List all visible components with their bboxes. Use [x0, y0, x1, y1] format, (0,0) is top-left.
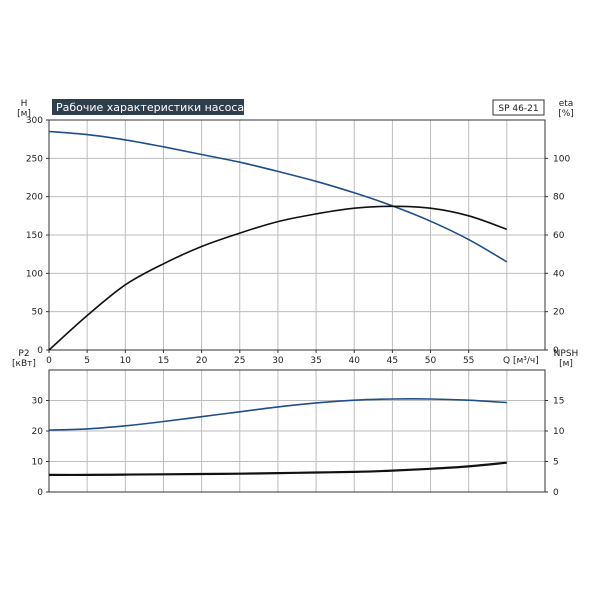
bottom-left-axis-unit: [кВт] [12, 359, 36, 369]
top-right-axis-label: eta [559, 99, 574, 109]
top-left-axis-label: H [21, 99, 28, 109]
top-right-axis-unit: [%] [558, 109, 574, 119]
bottom-left-tick-label: 20 [32, 427, 44, 437]
bottom-series-0-line [48, 398, 507, 431]
top-left-tick-label: 0 [37, 346, 43, 356]
bottom-left-axis-label: P2 [18, 349, 29, 359]
model-label-box [492, 99, 545, 116]
title-box [52, 99, 244, 115]
top-x-tick-label: 0 [46, 356, 52, 366]
top-right-tick-label: 40 [553, 269, 565, 279]
top-x-tick-label: 55 [463, 356, 474, 366]
chart-title: Рабочие характеристики насоса [56, 101, 244, 114]
top-series-1-line [48, 205, 508, 351]
model-label: SP 46-21 [498, 104, 538, 114]
bottom-right-axis-label: NPSH [554, 349, 579, 359]
top-x-tick-label: 35 [310, 356, 321, 366]
top-x-tick-label: 20 [196, 356, 208, 366]
top-x-tick-label: 30 [272, 356, 284, 366]
bottom-right-tick-label: 0 [553, 488, 559, 498]
top-x-tick-label: 10 [120, 356, 132, 366]
top-series-0-line [48, 130, 508, 263]
top-left-tick-label: 100 [26, 269, 43, 279]
top-right-tick-label: 0 [553, 346, 559, 356]
bottom-right-tick-label: 5 [553, 458, 559, 468]
top-right-tick-label: 80 [553, 193, 565, 203]
top-x-tick-label: 45 [387, 356, 398, 366]
bottom-left-tick-label: 30 [32, 397, 44, 407]
bottom-right-tick-label: 15 [553, 397, 564, 407]
top-right-tick-label: 60 [553, 231, 565, 241]
top-right-tick-label: 20 [553, 308, 565, 318]
top-x-tick-label: 25 [234, 356, 245, 366]
top-left-tick-label: 300 [26, 116, 43, 126]
bottom-right-tick-label: 10 [553, 427, 565, 437]
top-left-tick-label: 200 [26, 193, 43, 203]
bottom-series-1-line [48, 461, 507, 477]
top-x-tick-label: 40 [349, 356, 361, 366]
top-x-tick-label: 15 [158, 356, 169, 366]
top-x-axis-label: Q [м³/ч] [503, 356, 539, 366]
top-left-axis-unit: [м] [17, 109, 31, 119]
bottom-right-axis-unit: [м] [559, 359, 573, 369]
top-left-tick-label: 150 [26, 231, 43, 241]
top-left-tick-label: 50 [32, 308, 44, 318]
top-x-tick-label: 5 [84, 356, 90, 366]
top-x-tick-label: 50 [425, 356, 437, 366]
bottom-left-tick-label: 0 [37, 488, 43, 498]
bottom-left-tick-label: 10 [32, 458, 44, 468]
top-right-tick-label: 100 [553, 154, 570, 164]
top-left-tick-label: 250 [26, 154, 43, 164]
